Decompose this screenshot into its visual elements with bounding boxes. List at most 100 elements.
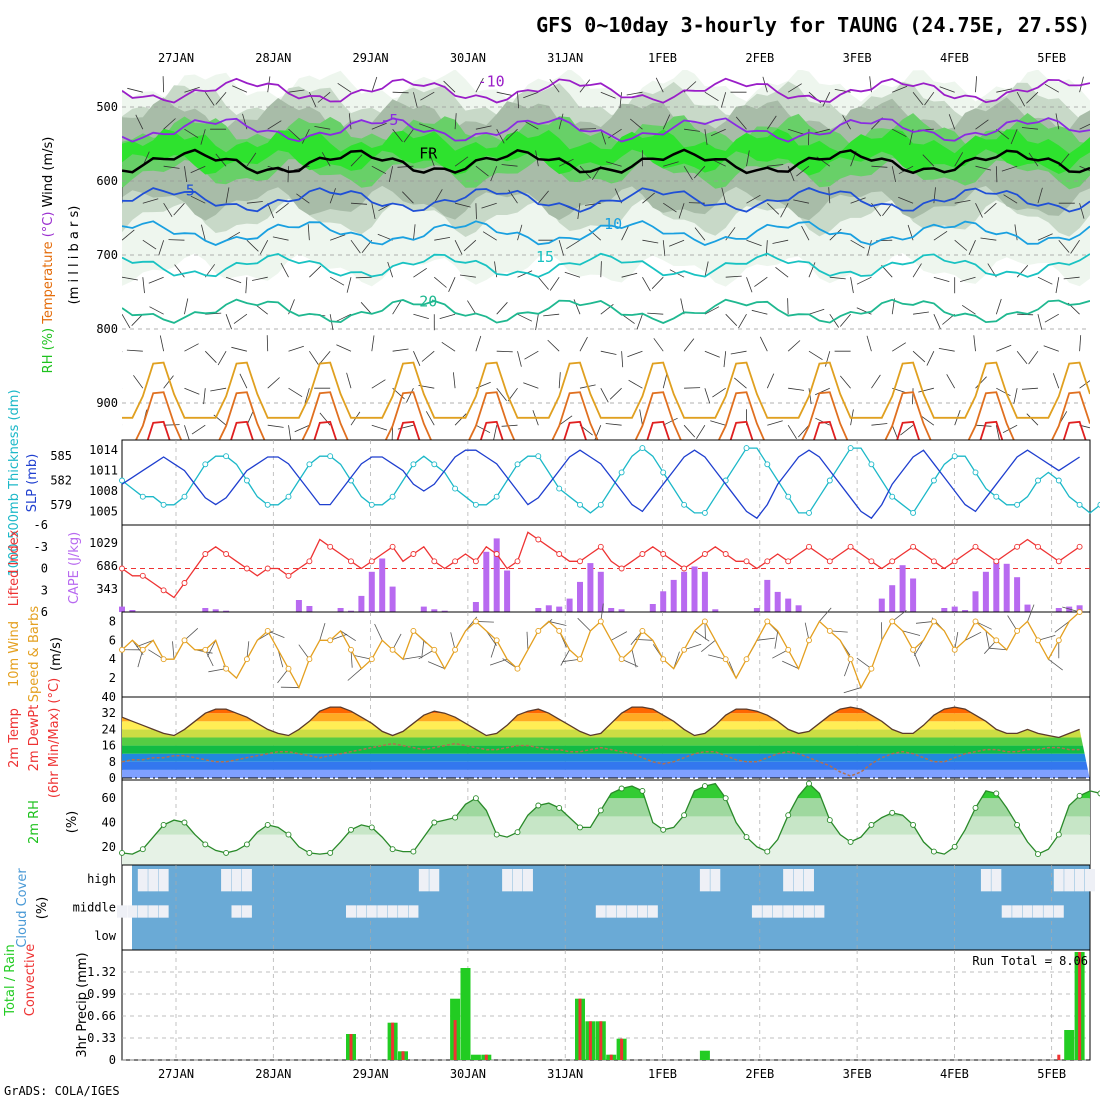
wind10m-barb bbox=[708, 654, 726, 660]
wind10m-barb bbox=[204, 649, 214, 667]
wind-barb bbox=[122, 276, 138, 281]
cloud-ylabel: Cloud Cover bbox=[15, 868, 30, 948]
lifted-index-line-point bbox=[348, 558, 354, 565]
wind10m-speed-line-point bbox=[930, 618, 937, 625]
slp-line bbox=[121, 449, 1080, 520]
grads-credit: GrADS: COLA/IGES bbox=[4, 1084, 120, 1098]
wind-barb bbox=[973, 335, 976, 352]
wind-barb bbox=[163, 424, 180, 426]
cape-bar bbox=[368, 571, 375, 612]
top-date-label: 2FEB bbox=[745, 51, 774, 65]
temp-tick: 24 bbox=[102, 722, 116, 736]
cloud-high-block bbox=[980, 869, 991, 892]
wind10m-barb bbox=[427, 661, 445, 670]
thickness-line-point bbox=[1035, 477, 1041, 484]
wind-barb bbox=[225, 314, 232, 330]
wind-barb bbox=[626, 91, 643, 96]
wind-barb bbox=[475, 424, 491, 434]
wind-barb bbox=[922, 154, 935, 167]
wind-barb bbox=[683, 424, 696, 438]
wind10m-barb bbox=[526, 631, 529, 650]
precip-total-bar bbox=[699, 1050, 710, 1060]
wind-barb bbox=[850, 277, 854, 294]
thickness-line-point bbox=[743, 445, 750, 452]
thickness-line-point bbox=[681, 501, 688, 508]
rh-line-point bbox=[514, 829, 521, 836]
cloud-ylabel-units: (%) bbox=[35, 897, 50, 920]
wind-barb bbox=[1014, 224, 1018, 241]
cape-bar bbox=[764, 579, 771, 612]
thickness-tick: 585 bbox=[50, 449, 72, 463]
wind-barb bbox=[696, 424, 706, 440]
lifted-index-line-point bbox=[722, 551, 729, 557]
wind-barb bbox=[867, 240, 872, 256]
precip-convective-bar bbox=[1057, 1054, 1061, 1060]
cape-bar bbox=[472, 602, 479, 612]
lifted-index-line-point bbox=[306, 558, 313, 565]
wind-barb bbox=[535, 314, 539, 331]
cloud-mid-block bbox=[158, 905, 169, 918]
wind10m-speed-line-point bbox=[1035, 637, 1041, 644]
precip-convective-bar bbox=[349, 1034, 353, 1060]
wind10m-barb bbox=[843, 687, 862, 694]
wind10m-speed-line-point bbox=[910, 646, 917, 653]
rh-tick: 40 bbox=[102, 816, 116, 830]
wind10m-barb bbox=[267, 630, 285, 638]
rh-line-point bbox=[181, 819, 188, 826]
precip-convective-bar bbox=[609, 1054, 613, 1060]
precip-convective-bar bbox=[1078, 952, 1082, 1060]
wind-barb bbox=[267, 377, 280, 389]
cloud-high-block bbox=[783, 869, 794, 892]
cloud-mid-block bbox=[345, 905, 356, 918]
top-date-label: 28JAN bbox=[255, 51, 291, 65]
precip-tick: 0.99 bbox=[87, 987, 116, 1001]
precip-ylabel-convective: Convective bbox=[23, 944, 38, 1017]
wind-barb bbox=[662, 372, 668, 389]
wind-barb bbox=[829, 276, 846, 280]
wind10m-barb bbox=[819, 607, 832, 622]
wind-barb bbox=[996, 387, 1011, 397]
wind-barb bbox=[127, 87, 143, 93]
lifted-index-line-point bbox=[181, 580, 188, 586]
wind-barb bbox=[892, 128, 907, 138]
wind-barb bbox=[647, 312, 664, 315]
wind-barb bbox=[371, 122, 387, 130]
wind-barb bbox=[392, 348, 409, 352]
wind-barb bbox=[246, 152, 257, 167]
cape-bar bbox=[504, 570, 511, 612]
wind10m-speed-line-point bbox=[535, 627, 542, 634]
wind-barb bbox=[538, 190, 549, 204]
cape-bar bbox=[889, 585, 896, 612]
wind-barb bbox=[871, 165, 888, 168]
wind-barb bbox=[912, 311, 929, 315]
upper-ytick: 500 bbox=[96, 100, 118, 114]
wind-barb bbox=[406, 388, 414, 403]
lifted-index-line-point bbox=[889, 558, 896, 565]
wind10m-barb bbox=[1062, 606, 1080, 613]
thickness-line-point bbox=[1097, 501, 1100, 508]
cloud-mid-block bbox=[606, 905, 617, 918]
cloud-mid-block bbox=[1032, 905, 1043, 918]
temp-tick: 16 bbox=[102, 739, 116, 753]
temp-ylabel: 2m Temp bbox=[7, 708, 22, 768]
wind-barb bbox=[126, 349, 143, 352]
wind10m-barb bbox=[964, 631, 982, 641]
wind-barb bbox=[190, 195, 206, 204]
cape-bar bbox=[785, 598, 792, 612]
thickness-line-point bbox=[868, 461, 875, 468]
cloud-high-block bbox=[512, 869, 523, 892]
wind10m-barb bbox=[915, 621, 934, 624]
wind-barb bbox=[1044, 313, 1059, 323]
wind-barb bbox=[496, 91, 513, 96]
wind10m-speed-line-point bbox=[868, 665, 875, 672]
wind-barb bbox=[549, 276, 560, 291]
wind-barb bbox=[288, 387, 303, 398]
wind-barb bbox=[308, 92, 317, 107]
cape-bar bbox=[982, 571, 989, 612]
wind-barb bbox=[926, 351, 935, 366]
wind-barb bbox=[1021, 127, 1038, 130]
wind-barb bbox=[122, 388, 123, 389]
wind10m-barb bbox=[319, 622, 326, 641]
wind-barb bbox=[669, 239, 685, 247]
wind-barb bbox=[920, 415, 935, 426]
